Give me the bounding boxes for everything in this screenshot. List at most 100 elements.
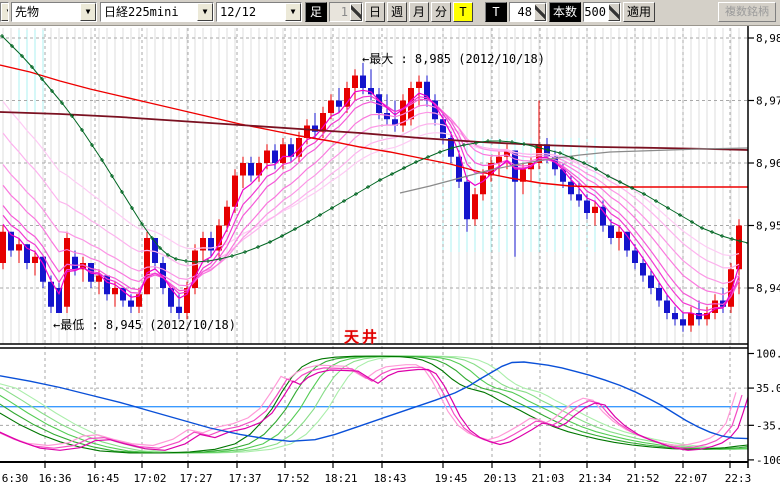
time-axis-label: 17:27 bbox=[179, 472, 212, 485]
apply-button[interactable]: 適用 bbox=[623, 2, 655, 22]
candle bbox=[368, 69, 374, 101]
candle bbox=[232, 169, 238, 213]
time-axis-label: 21:34 bbox=[578, 472, 611, 485]
candle bbox=[240, 156, 246, 188]
spinner-icon[interactable] bbox=[534, 3, 546, 21]
monthly-button[interactable]: 月 bbox=[409, 2, 429, 22]
candle bbox=[680, 313, 686, 332]
spinner-icon[interactable] bbox=[608, 3, 620, 21]
minute-interval-spinner[interactable]: 1 bbox=[329, 2, 363, 22]
minute-interval-value: 1 bbox=[340, 5, 348, 19]
time-axis-label: 18:21 bbox=[324, 472, 357, 485]
candle bbox=[592, 200, 598, 226]
candle bbox=[320, 106, 326, 138]
oscillator-axis-label: 100.00 bbox=[756, 348, 780, 361]
symbol-select-value: 日経225mini bbox=[104, 5, 179, 19]
candle bbox=[616, 225, 622, 251]
candle bbox=[112, 281, 118, 307]
candle bbox=[152, 238, 158, 270]
candle bbox=[56, 281, 62, 313]
price-axis-label: 8,969 bbox=[756, 157, 780, 170]
min-price-annotation: ←最低 : 8,945 (2012/10/18) bbox=[53, 318, 236, 332]
contract-month-select[interactable]: 12/12 ▼ bbox=[216, 2, 302, 22]
weekly-button[interactable]: 週 bbox=[387, 2, 407, 22]
candle bbox=[256, 156, 262, 182]
candle bbox=[272, 144, 278, 170]
candle bbox=[312, 113, 318, 138]
candle bbox=[40, 256, 46, 288]
overlay-moving-averages bbox=[0, 64, 748, 194]
candle bbox=[80, 256, 86, 282]
candle bbox=[0, 225, 6, 270]
candle bbox=[32, 250, 38, 276]
candle bbox=[688, 306, 694, 332]
bar-count-label: 本数 bbox=[549, 2, 581, 22]
ma-long-maroon bbox=[0, 111, 748, 151]
bar-type-button[interactable]: 足 bbox=[305, 2, 327, 22]
multi-symbol-button: 複数銘柄 bbox=[718, 2, 776, 22]
candle bbox=[360, 63, 366, 95]
time-axis-label: 6:30 bbox=[2, 472, 29, 485]
time-axis-label: 17:52 bbox=[276, 472, 309, 485]
candle bbox=[328, 94, 334, 120]
daily-button[interactable]: 日 bbox=[365, 2, 385, 22]
minute-button[interactable]: 分 bbox=[431, 2, 451, 22]
tick-count-label: T bbox=[485, 2, 507, 22]
price-axis-label: 8,959 bbox=[756, 220, 780, 233]
candle bbox=[88, 263, 94, 288]
oscillator-layer bbox=[0, 355, 748, 454]
candle bbox=[720, 288, 726, 313]
candle bbox=[352, 69, 358, 101]
price-axis-label: 8,949 bbox=[756, 282, 780, 295]
candle bbox=[424, 75, 430, 107]
bar-count-spinner[interactable]: 500 bbox=[583, 2, 621, 22]
price-axis-label: 8,989 bbox=[756, 32, 780, 45]
ema-ribbon bbox=[2, 89, 740, 317]
dropdown-arrow-icon[interactable]: ▼ bbox=[197, 3, 213, 21]
category-select[interactable]: 先物 ▼ bbox=[11, 2, 97, 22]
bar-count-value: 500 bbox=[584, 5, 606, 19]
symbol-select[interactable]: 日経225mini ▼ bbox=[100, 2, 214, 22]
candle bbox=[664, 294, 670, 320]
candle bbox=[600, 200, 606, 232]
candle bbox=[696, 300, 702, 326]
candle bbox=[344, 81, 350, 113]
axis-labels: 8,989 8,979 8,969 8,959 8,949 100.00 35.00 -35.… bbox=[2, 32, 780, 485]
candle bbox=[608, 219, 614, 245]
candle bbox=[144, 231, 150, 295]
oscillator-axis-label: -100.00 bbox=[756, 454, 780, 467]
time-axis-label: 16:36 bbox=[38, 472, 71, 485]
time-axis-label: 21:03 bbox=[531, 472, 564, 485]
candle bbox=[656, 281, 662, 307]
time-axis-label: 21:52 bbox=[626, 472, 659, 485]
candle bbox=[504, 144, 510, 170]
toolbar: ▼ 先物 ▼ 日経225mini ▼ 12/12 ▼ 足 1 日 週 月 分 T… bbox=[0, 0, 780, 26]
time-axis-label: 18:43 bbox=[373, 472, 406, 485]
time-axis-label: 17:37 bbox=[228, 472, 261, 485]
chart-canvas: 8,989 8,979 8,969 8,959 8,949 100.00 35.00 -35.… bbox=[0, 26, 780, 485]
ceiling-annotation: 天井 bbox=[344, 328, 381, 346]
candle bbox=[216, 219, 222, 257]
tick-count-spinner[interactable]: 48 bbox=[509, 2, 547, 22]
candle bbox=[16, 238, 22, 263]
candle bbox=[104, 275, 110, 301]
candle bbox=[288, 138, 294, 163]
ma-gray bbox=[399, 147, 748, 194]
ma-long-red bbox=[0, 64, 748, 188]
tick-mode-button[interactable]: T bbox=[453, 2, 473, 22]
candle bbox=[464, 175, 470, 232]
dropdown-arrow-icon[interactable]: ▼ bbox=[80, 3, 96, 21]
candle bbox=[432, 94, 438, 126]
category-select-value: 先物 bbox=[15, 5, 40, 19]
max-price-annotation: ←最大 : 8,985 (2012/10/18) bbox=[362, 52, 545, 66]
oscillator-axis-label: 35.00 bbox=[756, 382, 780, 395]
candle bbox=[456, 150, 462, 188]
oscillator-axis-label: -35.00 bbox=[756, 419, 780, 432]
time-axis-label: 22:3 bbox=[725, 472, 752, 485]
candle bbox=[248, 156, 254, 182]
partial-combo-box[interactable]: ▼ bbox=[0, 2, 9, 22]
dropdown-arrow-icon[interactable]: ▼ bbox=[1, 3, 8, 21]
dropdown-arrow-icon[interactable]: ▼ bbox=[285, 3, 301, 21]
spinner-icon[interactable] bbox=[350, 3, 362, 21]
